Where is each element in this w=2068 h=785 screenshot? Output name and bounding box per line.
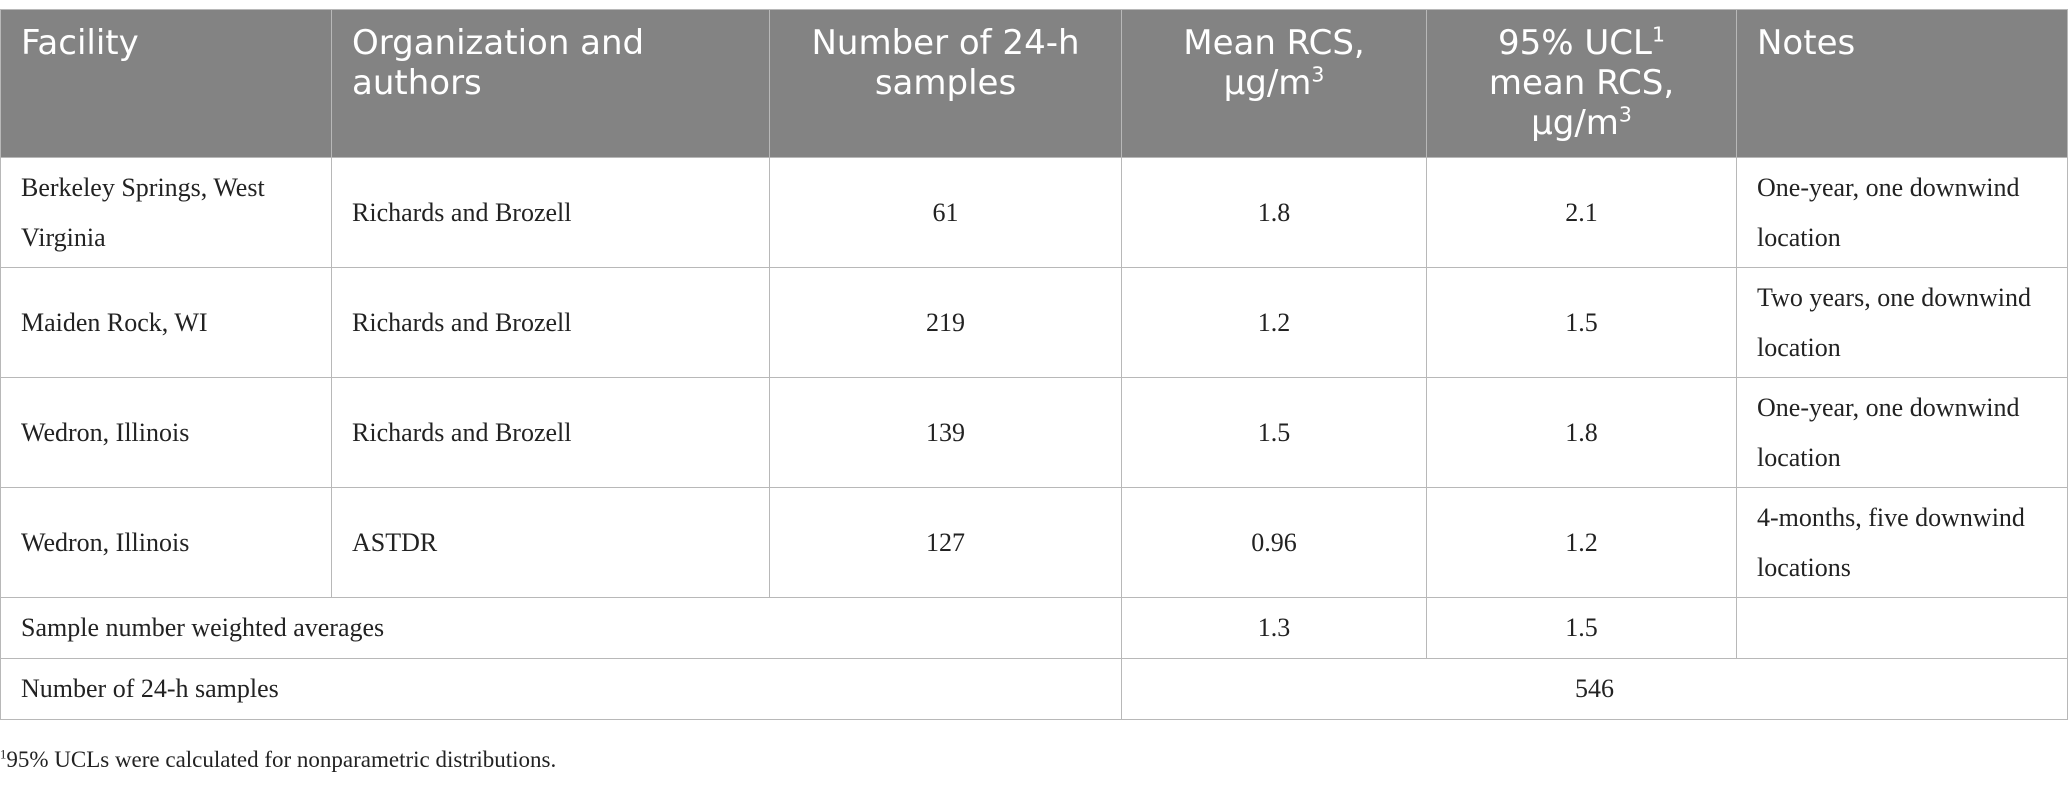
header-mean-rcs: Mean RCS, μg/m3	[1121, 9, 1427, 158]
header-samples: Number of 24-h samples	[769, 9, 1122, 158]
cell-facility: Wedron, Illinois	[0, 377, 332, 488]
weighted-notes	[1736, 597, 2068, 659]
header-mean-rcs-superscript: 3	[1311, 62, 1325, 87]
weighted-average-row: Sample number weighted averages 1.3 1.5	[0, 597, 2068, 659]
cell-mean-rcs: 1.5	[1121, 377, 1427, 488]
total-samples-label: Number of 24-h samples	[0, 658, 1122, 720]
header-notes: Notes	[1736, 9, 2068, 158]
table-row: Berkeley Springs, West Virginia Richards…	[0, 157, 2068, 268]
cell-samples: 139	[769, 377, 1122, 488]
cell-notes: One-year, one downwind location	[1736, 157, 2068, 268]
data-table-container: Facility Organization and authors Number…	[0, 9, 2068, 720]
cell-organization: Richards and Brozell	[331, 157, 770, 268]
total-samples-row: Number of 24-h samples 546	[0, 658, 2068, 720]
header-mean-rcs-text: Mean RCS, μg/m	[1183, 23, 1365, 103]
header-ucl-footnote-marker: 1	[1651, 22, 1665, 47]
table-header-row: Facility Organization and authors Number…	[0, 9, 2068, 158]
cell-ucl: 1.8	[1426, 377, 1737, 488]
footnote-marker: 1	[0, 747, 7, 762]
cell-notes: One-year, one downwind location	[1736, 377, 2068, 488]
table-row: Wedron, Illinois ASTDR 127 0.96 1.2 4-mo…	[0, 487, 2068, 598]
cell-mean-rcs: 1.2	[1121, 267, 1427, 378]
weighted-mean-rcs: 1.3	[1121, 597, 1427, 659]
header-ucl-text-b: mean RCS, μg/m	[1488, 63, 1675, 143]
cell-mean-rcs: 1.8	[1121, 157, 1427, 268]
cell-notes: Two years, one downwind location	[1736, 267, 2068, 378]
cell-facility: Maiden Rock, WI	[0, 267, 332, 378]
footnote-text: 95% UCLs were calculated for nonparametr…	[6, 747, 557, 772]
weighted-ucl: 1.5	[1426, 597, 1737, 659]
cell-samples: 61	[769, 157, 1122, 268]
weighted-average-label: Sample number weighted averages	[0, 597, 1122, 659]
cell-mean-rcs: 0.96	[1121, 487, 1427, 598]
header-facility: Facility	[0, 9, 332, 158]
header-organization: Organization and authors	[331, 9, 770, 158]
cell-facility: Berkeley Springs, West Virginia	[0, 157, 332, 268]
cell-samples: 127	[769, 487, 1122, 598]
cell-facility: Wedron, Illinois	[0, 487, 332, 598]
table-row: Wedron, Illinois Richards and Brozell 13…	[0, 377, 2068, 488]
cell-ucl: 1.2	[1426, 487, 1737, 598]
cell-ucl: 1.5	[1426, 267, 1737, 378]
cell-organization: ASTDR	[331, 487, 770, 598]
header-ucl-superscript: 3	[1618, 102, 1632, 127]
table-row: Maiden Rock, WI Richards and Brozell 219…	[0, 267, 2068, 378]
cell-organization: Richards and Brozell	[331, 377, 770, 488]
cell-organization: Richards and Brozell	[331, 267, 770, 378]
rcs-data-table: Facility Organization and authors Number…	[0, 9, 2068, 720]
cell-samples: 219	[769, 267, 1122, 378]
total-samples-value: 546	[1121, 658, 2068, 720]
cell-ucl: 2.1	[1426, 157, 1737, 268]
table-footnote: 195% UCLs were calculated for nonparamet…	[0, 747, 556, 773]
header-ucl-text-a: 95% UCL	[1498, 23, 1652, 63]
cell-notes: 4-months, five downwind locations	[1736, 487, 2068, 598]
header-ucl: 95% UCL1 mean RCS, μg/m3	[1426, 9, 1737, 158]
